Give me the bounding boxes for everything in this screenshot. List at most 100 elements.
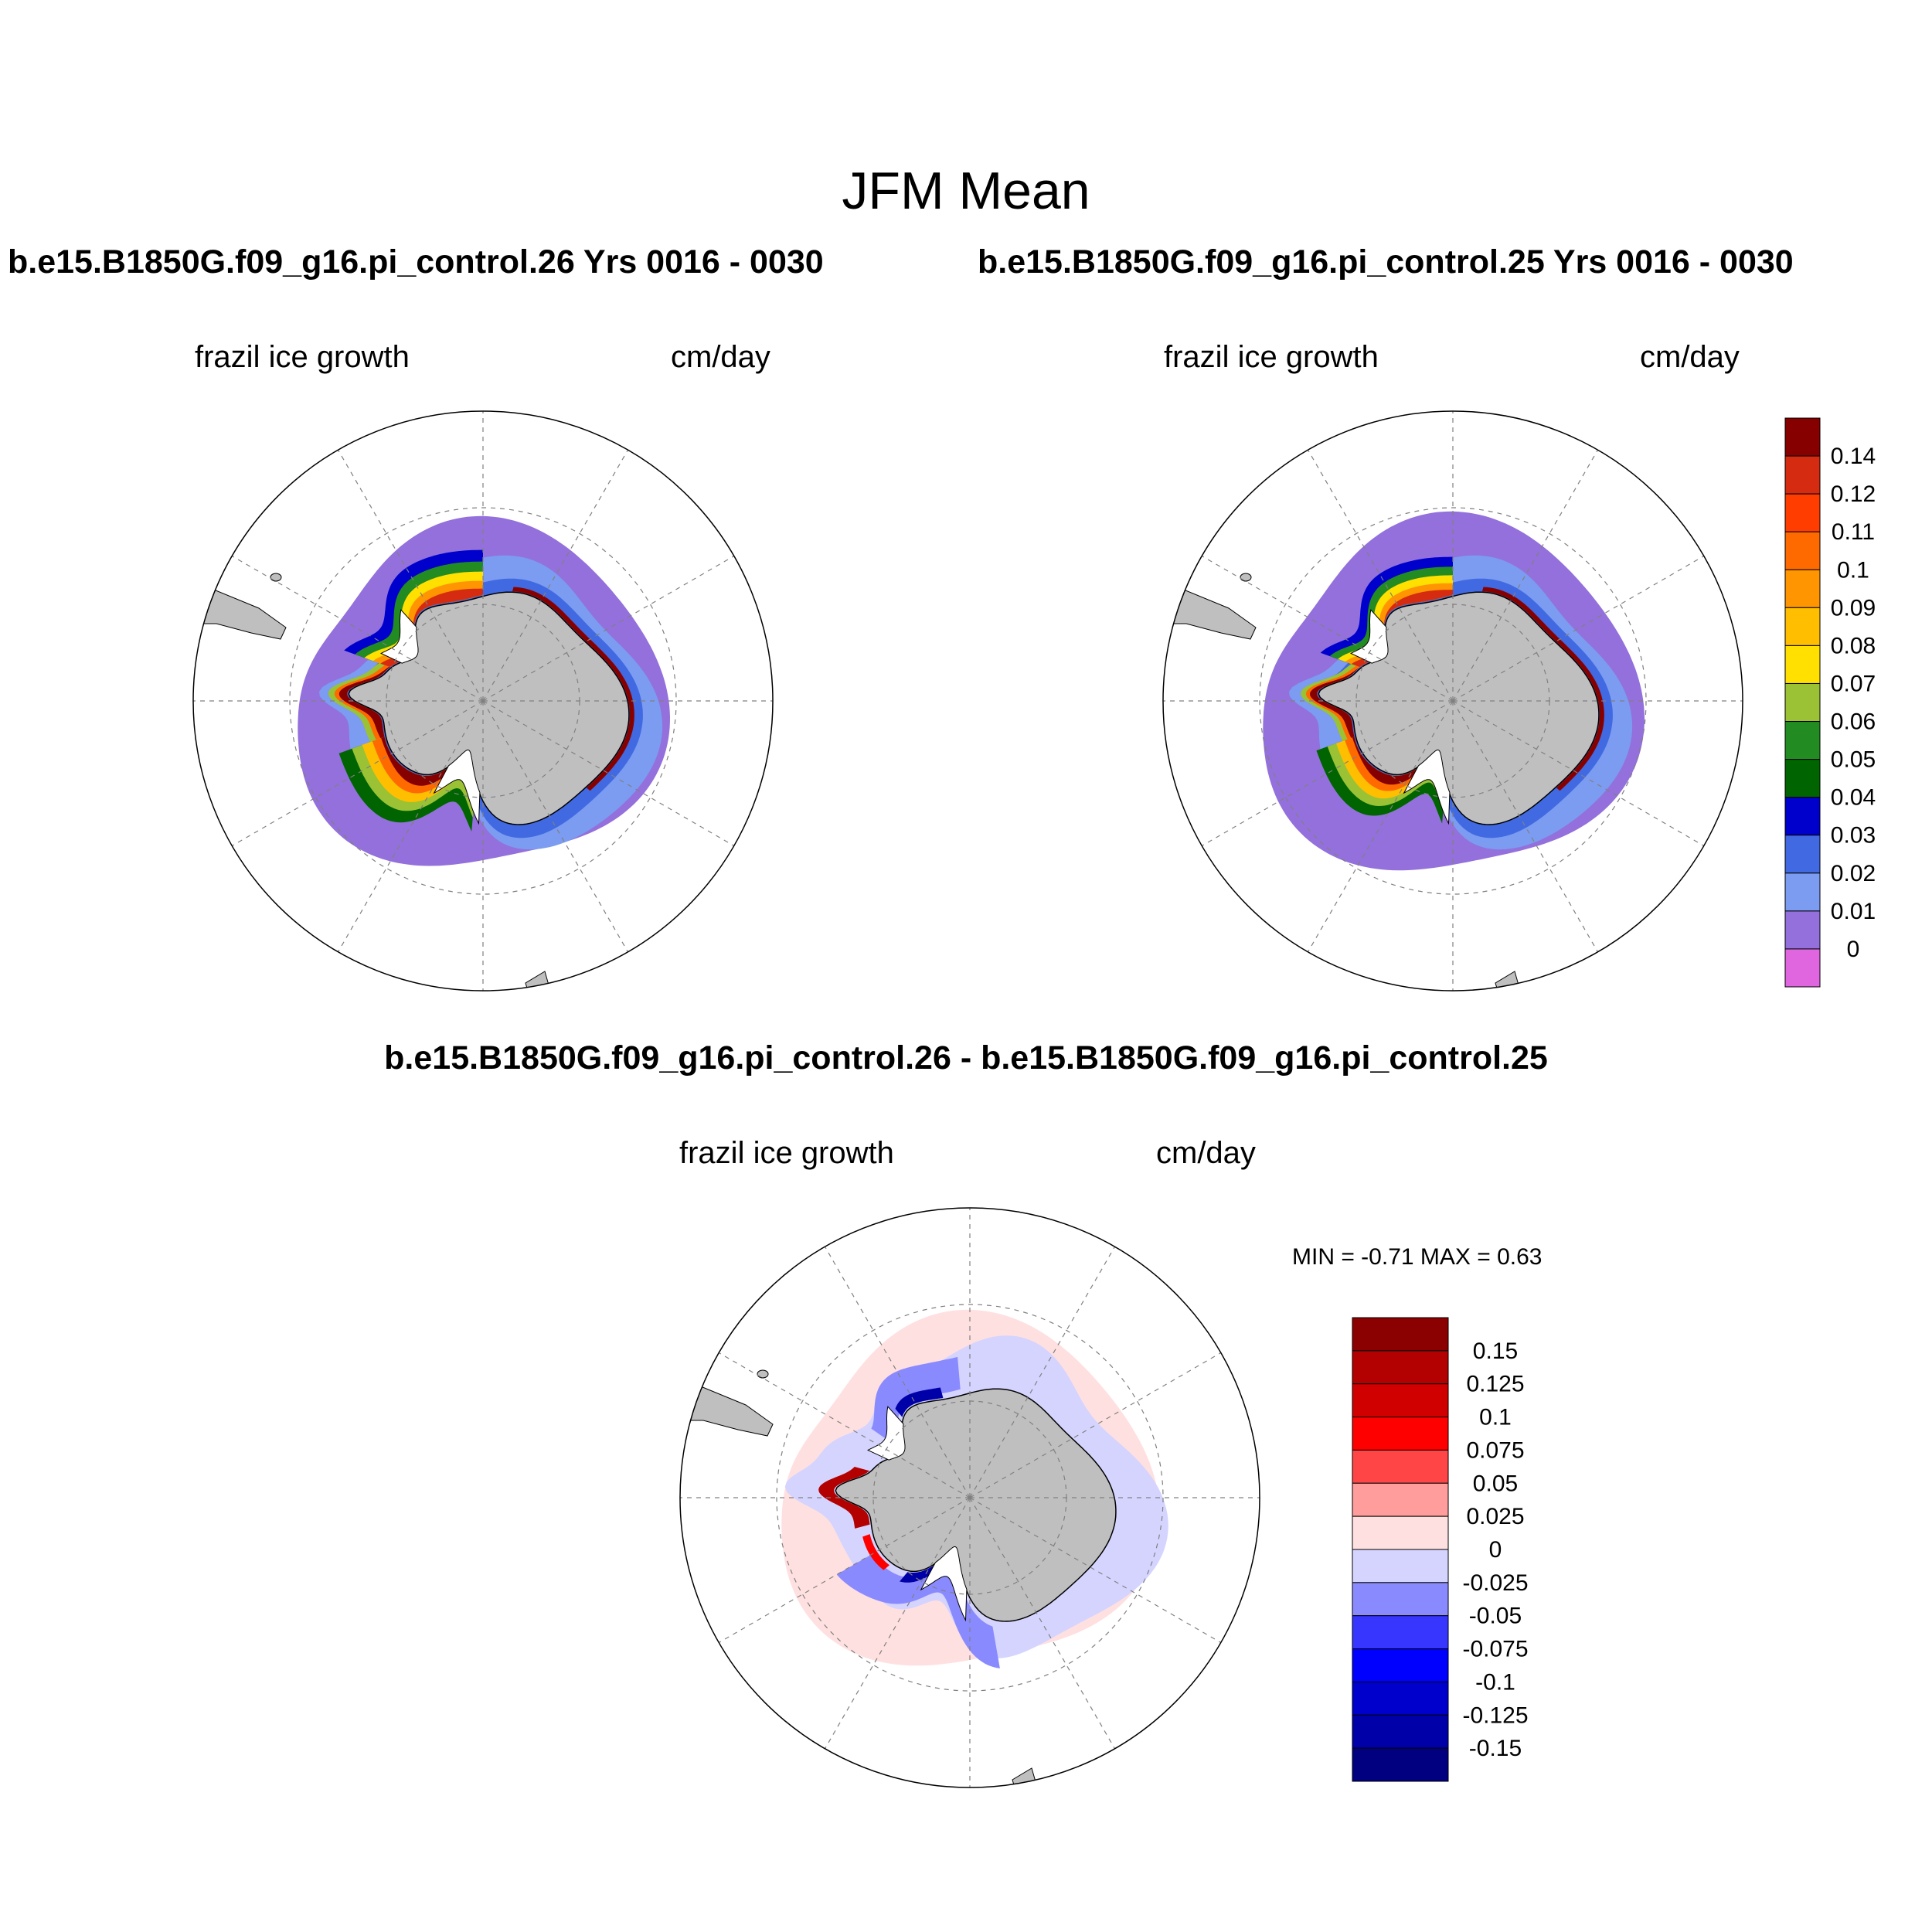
panel-variable-label-case26: frazil ice growth [195,340,410,374]
colorbar-tick-label: -0.075 [1462,1637,1528,1662]
frazil-growth-arc [1351,590,1453,668]
colorbar-box [1352,1549,1449,1583]
colorbar-box [1784,682,1821,723]
frazil-growth-arc [1352,736,1446,786]
colorbar-box [1784,721,1821,760]
map-boundary [679,1207,1260,1788]
colorbar-tick-label: 0.15 [1473,1338,1518,1364]
colorbar-tick-label: 0.11 [1832,519,1875,545]
colorbar-tick-label: -0.125 [1462,1702,1528,1728]
panel-units-label-case25: cm/day [1640,340,1740,374]
colorbar-box [1352,1350,1449,1385]
panel-title-case26: b.e15.B1850G.f09_g16.pi_control.26 Yrs 0… [8,243,824,281]
polar-map-difference [679,1207,1260,1788]
colorbar-absolute: 0.14 0.12 0.11 0.1 0.09 0.08 0.07 0.06 0.05 0.04 0… [1784,417,1876,988]
colorbar-box [1784,910,1821,950]
difference-positive [862,1534,889,1570]
colorbar-tick-label: 0.02 [1831,861,1876,886]
colorbar-box [1352,1615,1449,1650]
colorbar-box [1352,1648,1449,1682]
colorbar-tick-label: 0.04 [1831,785,1876,811]
frazil-coastal-rim [1482,587,1604,791]
colorbar-box [1784,797,1821,836]
colorbar-box [1784,417,1821,457]
colorbar-box [1352,1383,1449,1418]
colorbar-tick-label: 0 [1847,937,1860,962]
falkland-islands-land [1240,573,1252,582]
ross-ice-shelf [1403,749,1451,825]
graticule [193,411,773,991]
colorbar-box [1784,645,1821,684]
colorbar-box [1352,1449,1449,1484]
colorbar-box [1784,835,1821,874]
frazil-growth-arc [381,736,476,787]
colorbar-box [1352,1582,1449,1617]
falkland-islands-land [757,1369,769,1379]
frazil-growth-arc [1336,736,1446,803]
colorbar-box [1352,1714,1449,1749]
colorbar-tick-label: 0.12 [1831,481,1876,507]
colorbar-tick-label: 0 [1489,1537,1502,1563]
ronne-ice-shelf [866,1406,906,1461]
graticule [680,1208,1260,1787]
frazil-growth-arc [1310,667,1360,738]
frazil-growth-arc [380,588,483,668]
colorbar-box [1352,1417,1449,1451]
difference-strong-negative [895,1387,944,1417]
ronne-ice-shelf [1349,609,1389,664]
map-boundary [1162,410,1743,992]
colorbar-tick-label: 0.025 [1466,1504,1524,1529]
colorbar-tick-label: 0.08 [1831,633,1876,658]
colorbar-tick-label: 0.125 [1466,1372,1524,1397]
colorbar-box [1784,455,1821,495]
colorbar-box [1352,1515,1449,1550]
graticule [1163,411,1743,991]
panel-variable-label-difference: frazil ice growth [679,1136,894,1170]
colorbar-tick-label: 0.05 [1831,747,1876,773]
panel-title-case25: b.e15.B1850G.f09_g16.pi_control.25 Yrs 0… [978,243,1794,281]
colorbar-box [1784,607,1821,646]
ronne-ice-shelf [379,609,419,664]
colorbar-tick-label: 0.07 [1831,671,1876,696]
panel-variable-label-case25: frazil ice growth [1164,340,1379,374]
colorbar-tick-label: 0.06 [1831,709,1876,735]
colorbar-box [1784,872,1821,912]
colorbar-tick-label: 0.1 [1837,557,1869,583]
panel-title-difference: b.e15.B1850G.f09_g16.pi_control.26 - b.e… [384,1039,1548,1077]
panel-units-label-case26: cm/day [671,340,770,374]
frazil-growth-arc [372,736,476,797]
colorbar-box [1784,493,1821,532]
ross-ice-shelf [433,749,481,825]
figure-title: JFM Mean [842,162,1090,220]
colorbar-tick-label: 0.075 [1466,1437,1524,1463]
colorbar-tick-label: 0.05 [1473,1471,1518,1496]
colorbar-tick-label: -0.15 [1469,1736,1522,1761]
frazil-growth-arc [338,666,390,739]
colorbar-box [1352,1482,1449,1517]
polar-map-case25 [1162,410,1743,992]
frazil-coastal-rim [512,587,634,791]
ross-ice-shelf [920,1546,968,1622]
colorbar-box [1352,1681,1449,1716]
colorbar-box [1352,1747,1449,1782]
panel-units-label-difference: cm/day [1156,1136,1256,1170]
colorbar-box [1352,1317,1449,1352]
colorbar-box [1784,948,1821,988]
falkland-islands-land [270,573,282,582]
map-boundary [192,410,774,992]
colorbar-tick-label: 0.09 [1831,595,1876,621]
colorbar-tick-label: 0.14 [1831,444,1876,469]
colorbar-tick-label: 0.03 [1831,823,1876,849]
colorbar-box [1784,759,1821,798]
colorbar-tick-label: -0.1 [1475,1669,1515,1695]
colorbar-box [1784,569,1821,608]
colorbar-tick-label: -0.025 [1462,1570,1528,1596]
polar-map-case26 [192,410,774,992]
colorbar-tick-label: 0.1 [1479,1405,1512,1430]
colorbar-difference: 0.15 0.125 0.1 0.075 0.05 0.025 0 -0.025 -0.05 -0… [1352,1317,1529,1782]
difference-strong-positive [818,1467,870,1529]
min-max-readout: MIN = -0.71 MAX = 0.63 [1292,1244,1543,1270]
frazil-growth-arc [1345,736,1446,794]
colorbar-tick-label: -0.05 [1469,1604,1522,1629]
